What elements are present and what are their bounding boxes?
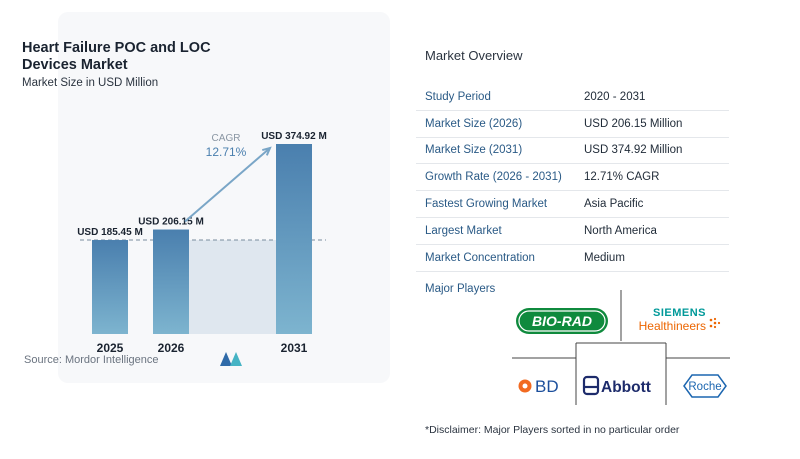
overview-key: Market Size (2031) <box>425 144 523 157</box>
data-label: USD 374.92 M <box>261 131 327 142</box>
overview-value: Medium <box>584 251 625 264</box>
overview-value: USD 206.15 Million <box>584 117 683 130</box>
data-label: USD 206.15 M <box>138 217 204 228</box>
x-tick-label: 2031 <box>281 341 308 355</box>
roche-logo-text: Roche <box>688 381 721 393</box>
chart-subtitle: Market Size in USD Million <box>22 77 159 89</box>
overview-key: Fastest Growing Market <box>425 198 548 211</box>
source-note: Source: Mordor Intelligence <box>24 354 159 366</box>
bd-logo: BD <box>518 377 559 396</box>
bar-2026 <box>153 229 189 334</box>
overview-row: Largest Market North America <box>416 218 729 245</box>
roche-logo: Roche <box>683 374 727 398</box>
overview-key: Study Period <box>425 90 491 103</box>
overview-key: Market Concentration <box>425 251 535 264</box>
overview-value: 2020 - 2031 <box>584 90 646 103</box>
overview-key: Market Size (2026) <box>425 117 523 130</box>
overview-row: Study Period 2020 - 2031 <box>416 84 729 111</box>
overview-row: Market Size (2031) USD 374.92 Million <box>416 138 729 165</box>
x-tick-label: 2025 <box>97 341 124 355</box>
cagr-arrow <box>184 147 271 223</box>
bio-rad-logo-text: BIO-RAD <box>532 313 592 329</box>
overview-key: Largest Market <box>425 224 502 237</box>
cagr-arrow-head <box>262 146 272 156</box>
overview-key: Growth Rate (2026 - 2031) <box>425 171 562 184</box>
overview-row: Market Size (2026) USD 206.15 Million <box>416 111 729 138</box>
overview-row: Fastest Growing Market Asia Pacific <box>416 191 729 218</box>
overview-value: Asia Pacific <box>584 198 644 211</box>
siemens-healthineers-logo: SIEMENS Healthineers <box>639 307 721 333</box>
major-players-title: Major Players <box>425 283 496 295</box>
chart-title: Heart Failure POC and LOC Devices Market <box>22 40 211 73</box>
market-overview-table: Study Period 2020 - 2031 Market Size (202… <box>416 84 729 272</box>
data-label: USD 185.45 M <box>77 227 143 238</box>
abbott-logo: Abbott <box>582 375 651 396</box>
abbott-logo-text: Abbott <box>601 379 651 396</box>
cagr-value: 12.71% <box>206 145 247 159</box>
mordor-intelligence-logo-icon <box>220 352 242 366</box>
overview-row: Growth Rate (2026 - 2031) 12.71% CAGR <box>416 164 729 192</box>
bio-rad-logo: BIO-RAD <box>516 308 608 334</box>
siemens-logo-text: SIEMENS <box>653 307 706 319</box>
overview-value: USD 374.92 Million <box>584 144 683 157</box>
cagr-label: CAGR <box>212 133 241 144</box>
bd-logo-text: BD <box>535 377 559 396</box>
market-overview-title: Market Overview <box>425 48 523 63</box>
bar-2025 <box>92 240 128 334</box>
healthineers-logo-text: Healthineers <box>639 319 706 333</box>
bar-2031 <box>276 144 312 334</box>
disclaimer: *Disclaimer: Major Players sorted in no … <box>425 424 680 436</box>
overview-value: 12.71% CAGR <box>584 171 660 184</box>
overview-value: North America <box>584 224 657 237</box>
overview-row: Market Concentration Medium <box>416 245 729 272</box>
x-tick-label: 2026 <box>158 341 185 355</box>
